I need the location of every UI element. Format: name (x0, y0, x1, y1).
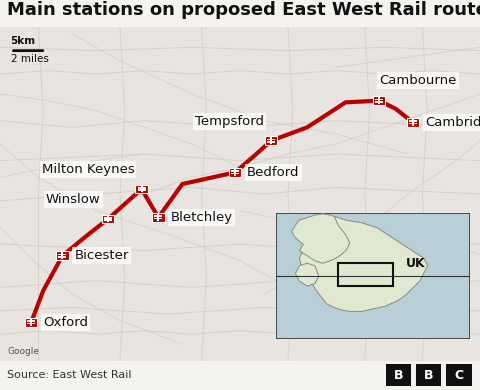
Bar (141, 186, 143, 192)
Bar (231, 170, 239, 172)
FancyBboxPatch shape (56, 252, 69, 260)
Bar (104, 220, 112, 221)
Bar (138, 187, 145, 189)
Text: 5km: 5km (11, 35, 36, 46)
Bar (412, 119, 414, 126)
Text: 2 miles: 2 miles (11, 54, 48, 64)
Bar (338, 263, 393, 286)
Bar (27, 323, 35, 324)
Bar (267, 139, 275, 140)
Bar (157, 214, 159, 221)
Bar (270, 137, 272, 144)
Bar (30, 319, 32, 326)
Polygon shape (291, 214, 350, 263)
Bar (386, 364, 411, 386)
Bar (446, 364, 471, 386)
Bar (267, 141, 275, 143)
Bar (375, 99, 383, 100)
Bar (59, 254, 66, 255)
Polygon shape (300, 216, 428, 311)
Bar (378, 98, 380, 104)
Bar (61, 252, 63, 259)
Polygon shape (295, 263, 319, 286)
Text: Cambridge: Cambridge (425, 116, 480, 129)
Bar (409, 123, 417, 124)
Bar (107, 216, 109, 222)
Text: Winslow: Winslow (46, 193, 101, 206)
Text: Oxford: Oxford (43, 316, 88, 329)
Text: C: C (454, 369, 463, 382)
Bar (155, 215, 162, 217)
Bar (155, 218, 162, 219)
Text: Tempsford: Tempsford (195, 115, 264, 128)
Text: Milton Keynes: Milton Keynes (42, 163, 134, 176)
Text: Cambourne: Cambourne (379, 74, 456, 87)
Text: Main stations on proposed East West Rail route: Main stations on proposed East West Rail… (7, 1, 480, 19)
Text: Google: Google (7, 347, 39, 356)
Text: Bletchley: Bletchley (170, 211, 232, 224)
Bar (27, 321, 35, 322)
Text: B: B (394, 369, 403, 382)
FancyBboxPatch shape (102, 215, 114, 223)
Bar (59, 256, 66, 258)
Bar (104, 217, 112, 219)
Bar (375, 101, 383, 103)
FancyBboxPatch shape (152, 213, 165, 222)
Text: Bedford: Bedford (247, 166, 300, 179)
FancyBboxPatch shape (373, 96, 385, 105)
FancyBboxPatch shape (25, 318, 37, 327)
Text: B: B (424, 369, 433, 382)
FancyBboxPatch shape (135, 185, 148, 193)
Bar (416, 364, 442, 386)
Bar (138, 190, 145, 191)
Text: Bicester: Bicester (74, 249, 129, 262)
Text: Source: East West Rail: Source: East West Rail (7, 370, 132, 380)
Bar (409, 121, 417, 122)
Text: UK: UK (406, 257, 426, 270)
Bar (234, 169, 236, 176)
FancyBboxPatch shape (229, 168, 241, 177)
FancyBboxPatch shape (265, 136, 277, 145)
FancyBboxPatch shape (407, 118, 419, 127)
Bar (231, 173, 239, 174)
